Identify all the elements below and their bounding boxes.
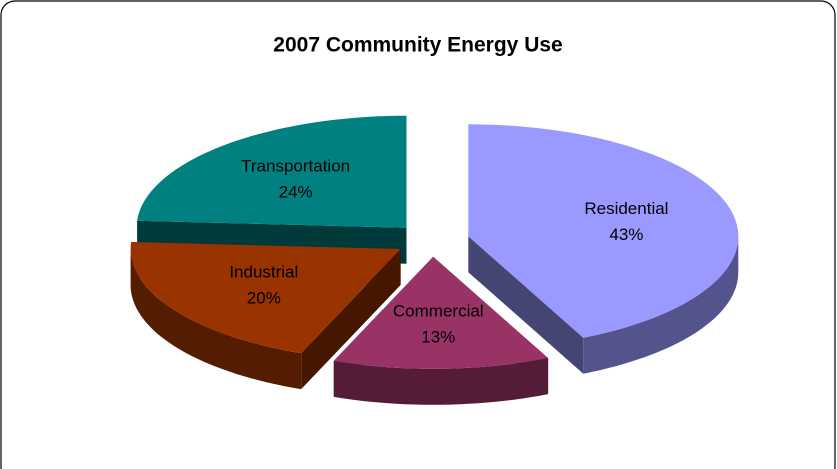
- slice-label: Commercial: [393, 301, 484, 320]
- chart-title: 2007 Community Energy Use: [273, 34, 562, 57]
- slice-wall: [468, 236, 584, 374]
- slice-label: Industrial: [229, 262, 298, 281]
- slice-side: [333, 358, 549, 405]
- slice-top: [130, 242, 401, 354]
- slice: [333, 256, 549, 405]
- slice-value-label: 13%: [421, 327, 455, 346]
- slice-top: [137, 115, 407, 228]
- slice: [468, 124, 739, 374]
- slice-value-label: 24%: [279, 182, 313, 201]
- slice-top: [333, 256, 549, 369]
- slice-side: [583, 236, 739, 374]
- slice-label: Transportation: [241, 156, 350, 175]
- slice-value-label: 20%: [247, 288, 281, 307]
- slice-value-label: 43%: [609, 225, 643, 244]
- slice-side: [130, 249, 302, 390]
- slice-top: [468, 124, 739, 338]
- slice: [130, 242, 401, 390]
- slice-label: Residential: [584, 199, 668, 218]
